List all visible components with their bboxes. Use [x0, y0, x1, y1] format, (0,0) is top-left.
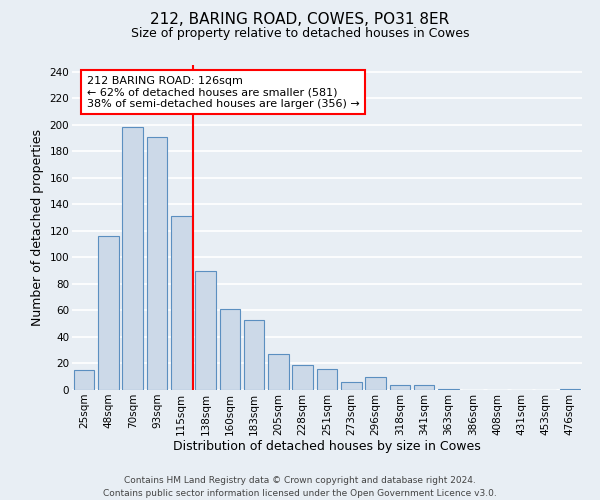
- Bar: [98, 236, 119, 390]
- Y-axis label: Number of detached properties: Number of detached properties: [31, 129, 44, 326]
- Text: 212 BARING ROAD: 126sqm
← 62% of detached houses are smaller (581)
38% of semi-d: 212 BARING ROAD: 126sqm ← 62% of detache…: [86, 76, 359, 109]
- Bar: [292, 365, 313, 390]
- Bar: [195, 270, 216, 390]
- Bar: [220, 309, 240, 390]
- Bar: [74, 370, 94, 390]
- Bar: [560, 388, 580, 390]
- Bar: [341, 382, 362, 390]
- Bar: [268, 354, 289, 390]
- Bar: [317, 369, 337, 390]
- Bar: [122, 128, 143, 390]
- Text: 212, BARING ROAD, COWES, PO31 8ER: 212, BARING ROAD, COWES, PO31 8ER: [151, 12, 449, 28]
- Bar: [146, 136, 167, 390]
- Text: Size of property relative to detached houses in Cowes: Size of property relative to detached ho…: [131, 28, 469, 40]
- Text: Contains HM Land Registry data © Crown copyright and database right 2024.
Contai: Contains HM Land Registry data © Crown c…: [103, 476, 497, 498]
- Bar: [365, 376, 386, 390]
- Bar: [171, 216, 191, 390]
- Bar: [389, 384, 410, 390]
- Bar: [414, 384, 434, 390]
- Bar: [438, 388, 459, 390]
- X-axis label: Distribution of detached houses by size in Cowes: Distribution of detached houses by size …: [173, 440, 481, 454]
- Bar: [244, 320, 265, 390]
